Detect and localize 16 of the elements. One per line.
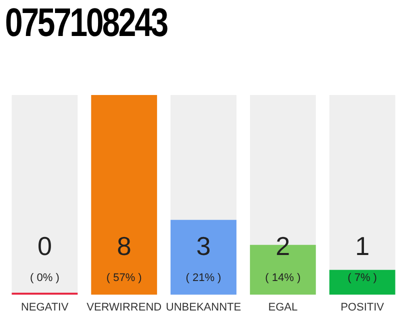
data-label: 8 xyxy=(116,230,132,261)
annotation: ( 7% ) xyxy=(348,272,377,284)
x-tick-label: POSITIV xyxy=(340,301,385,314)
x-tick-label: VERWIRREND xyxy=(86,301,162,314)
chart-title: 0757108243 xyxy=(5,0,167,46)
x-tick-label: EGAL xyxy=(268,301,298,314)
annotation: ( 14% ) xyxy=(265,272,301,284)
x-tick-label: NEGATIV xyxy=(20,301,70,314)
annotation: ( 21% ) xyxy=(186,272,222,284)
bar xyxy=(329,270,396,295)
data-label: 3 xyxy=(196,230,211,261)
data-label: 0 xyxy=(37,230,52,261)
annotation: ( 0% ) xyxy=(30,272,60,284)
x-tick-label: UNBEKANNTE xyxy=(166,301,242,314)
annotation: ( 57% ) xyxy=(106,272,142,284)
data-label: 1 xyxy=(355,230,370,261)
